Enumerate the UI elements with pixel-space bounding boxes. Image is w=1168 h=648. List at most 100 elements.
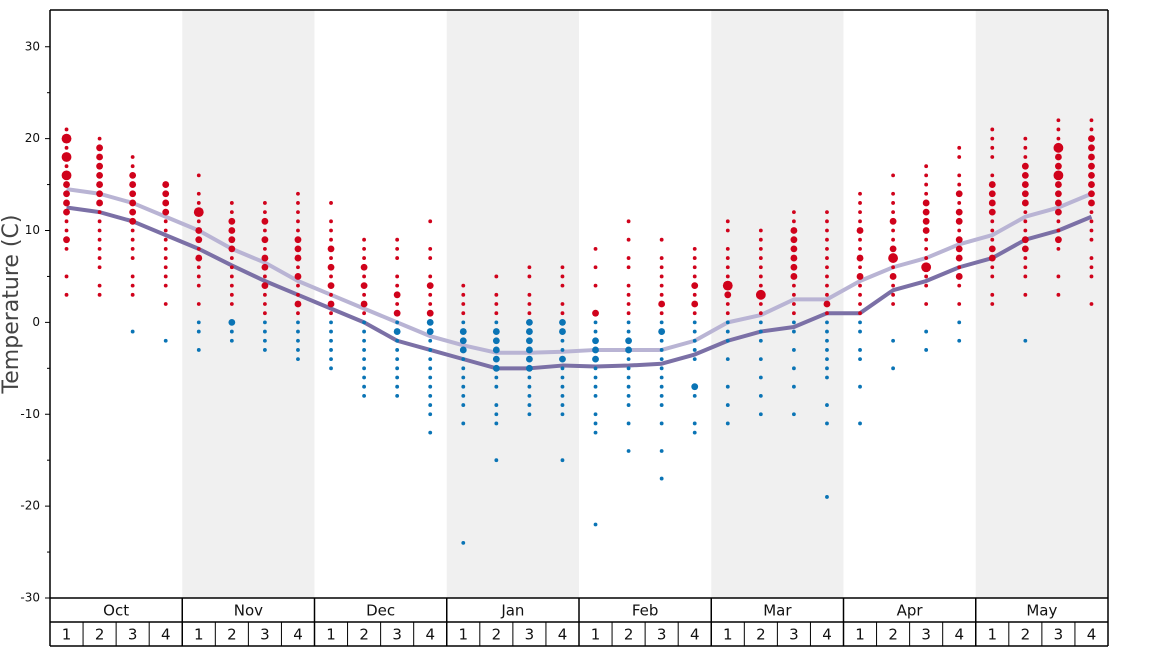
temperature-dot [858, 292, 862, 297]
temperature-dot [825, 329, 829, 334]
temperature-dot [130, 164, 135, 169]
temperature-dot [858, 201, 862, 205]
week-label: 2 [227, 626, 237, 644]
temperature-dot [294, 254, 302, 262]
temperature-dot [889, 273, 897, 280]
temperature-dot [362, 366, 366, 371]
temperature-dot [825, 338, 829, 343]
temperature-dot [560, 384, 565, 389]
temperature-dot [329, 311, 333, 316]
temperature-dot [526, 364, 533, 372]
temperature-dot [63, 236, 70, 244]
temperature-dot [428, 393, 433, 398]
temperature-dot [593, 384, 598, 389]
temperature-dot [130, 246, 135, 251]
temperature-dot [1089, 237, 1094, 242]
temperature-dot [988, 208, 996, 216]
temperature-dot [426, 328, 434, 335]
temperature-dot [163, 283, 168, 288]
temperature-dot [990, 302, 995, 306]
temperature-dot [659, 357, 664, 362]
temperature-dot [63, 199, 70, 207]
temperature-dot [97, 210, 102, 215]
temperature-dot [61, 133, 72, 144]
temperature-dot [426, 282, 434, 290]
week-label: 3 [789, 626, 799, 644]
temperature-dot [792, 366, 796, 371]
temperature-dot [957, 320, 962, 325]
temperature-dot [792, 292, 796, 297]
temperature-dot [296, 265, 300, 270]
week-label: 1 [326, 626, 336, 644]
temperature-dot [492, 346, 500, 354]
temperature-dot [129, 217, 137, 225]
temperature-dot [725, 311, 730, 316]
temperature-dot [725, 265, 730, 270]
temperature-dot [428, 274, 433, 279]
temperature-dot [329, 338, 333, 343]
temperature-dot [296, 329, 300, 334]
temperature-dot [395, 283, 400, 288]
temperature-dot [1056, 292, 1061, 297]
temperature-dot [924, 302, 929, 306]
temperature-dot [395, 256, 400, 260]
temperature-dot [1088, 190, 1095, 198]
temperature-dot [825, 265, 829, 270]
temperature-dot [758, 329, 763, 334]
temperature-dot [659, 292, 664, 297]
temperature-dot [1021, 162, 1029, 170]
temperature-dot [625, 337, 632, 345]
background [182, 10, 1108, 598]
temperature-dot [329, 329, 333, 334]
temperature-dot [64, 246, 69, 251]
temperature-dot [758, 338, 763, 343]
temperature-dot [263, 201, 267, 205]
temperature-dot [1023, 256, 1028, 260]
temperature-dot [825, 246, 829, 251]
temperature-dot [1088, 135, 1095, 143]
temperature-dot [428, 366, 433, 371]
temperature-dot [163, 302, 168, 306]
temperature-dot [196, 348, 201, 352]
temperature-dot [659, 274, 664, 279]
temperature-dot [990, 219, 995, 224]
temperature-dot [395, 348, 400, 352]
temperature-dot [988, 199, 996, 207]
temperature-dot [924, 182, 929, 187]
temperature-dot [96, 171, 103, 179]
temperature-dot [559, 318, 566, 326]
temperature-dot [1021, 190, 1029, 198]
temperature-dot [296, 191, 300, 196]
temperature-dot [395, 302, 400, 306]
temperature-dot [825, 292, 829, 297]
temperature-dot [858, 302, 862, 306]
temperature-dot [957, 155, 962, 159]
temperature-dot [988, 181, 996, 188]
temperature-dot [990, 145, 995, 150]
temperature-dot [1053, 142, 1064, 153]
temperature-dot [229, 329, 234, 334]
temperature-dot [229, 274, 234, 279]
temperature-dot [725, 274, 730, 279]
temperature-dot [64, 274, 69, 279]
temperature-dot [858, 384, 862, 389]
temperature-dot [691, 282, 699, 290]
temperature-dot [891, 283, 895, 288]
temperature-dot [592, 355, 599, 363]
temperature-dot [560, 283, 565, 288]
temperature-dot [825, 403, 829, 407]
temperature-dot [327, 300, 335, 308]
temperature-dot [329, 348, 333, 352]
temperature-dot [1021, 245, 1029, 253]
temperature-dot [825, 237, 829, 242]
temperature-dot [825, 228, 829, 233]
temperature-dot [263, 228, 267, 233]
temperature-dot [626, 329, 631, 334]
temperature-dot [659, 237, 664, 242]
temperature-dot [196, 274, 201, 279]
temperature-dot [1055, 199, 1062, 207]
temperature-dot [758, 320, 763, 325]
temperature-dot [494, 274, 499, 279]
temperature-dot [626, 256, 631, 260]
